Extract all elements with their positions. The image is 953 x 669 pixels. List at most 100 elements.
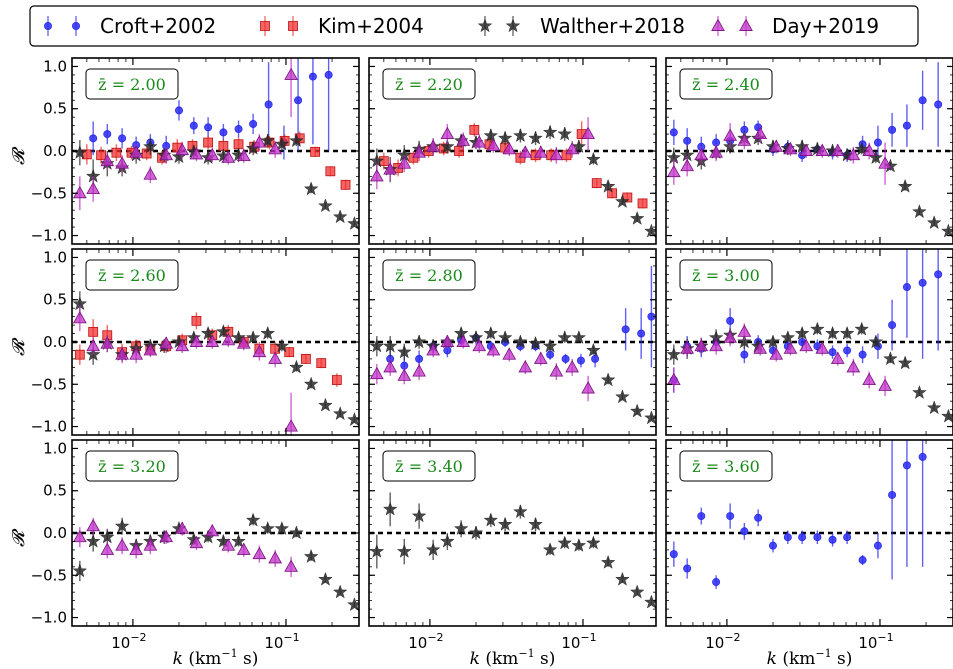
day-point [783, 341, 798, 354]
day-point [72, 529, 87, 543]
redshift-label: z̄ = 2.60 [98, 266, 166, 285]
redshift-box [382, 68, 476, 100]
x-tick-label: 10−2 [705, 631, 740, 652]
y-tick-label: 1.0 [43, 57, 67, 75]
croft-point [637, 329, 646, 338]
day-point [440, 334, 455, 347]
legend-entry-kim: Kim+2004 [260, 14, 424, 38]
y-tick-label: −0.5 [31, 566, 67, 584]
walther-point [542, 124, 558, 139]
panel-z-3.20: 1.0 0.5 0.0 −0.5 −1.0 10−2 10−1 z̄ = 3.20 [31, 439, 360, 652]
day-point [799, 143, 814, 156]
day-point [100, 336, 115, 349]
kim-point [408, 152, 419, 163]
walther-point [629, 584, 645, 599]
day-point [72, 185, 87, 199]
day-point [426, 343, 441, 356]
day-point [565, 360, 580, 373]
day-point [397, 156, 412, 169]
data-layer [369, 117, 656, 238]
walther-point [85, 533, 101, 548]
day-point [175, 521, 190, 534]
day-point [694, 338, 709, 352]
legend-entry-day: Day+2019 [711, 14, 879, 38]
walther-point [586, 342, 601, 357]
walther-point [425, 542, 441, 557]
walther-point [260, 133, 276, 148]
legend-marker-kim [260, 21, 270, 31]
day-point [236, 336, 251, 349]
legend-entry-croft: Croft+2002 [44, 14, 216, 38]
day-point [549, 147, 564, 161]
walther-point [600, 178, 616, 193]
day-point [86, 338, 101, 352]
day-point [115, 347, 129, 360]
legend-marker-day [711, 18, 725, 31]
legend-label-day: Day+2019 [772, 14, 879, 38]
walther-point [615, 571, 630, 586]
kim-point [607, 188, 618, 199]
croft-point [918, 452, 927, 461]
walther-point [483, 325, 499, 340]
y-axis-label: 𝓡 [9, 337, 29, 356]
y-tick-label: 0.0 [43, 524, 67, 542]
day-point [383, 162, 398, 175]
day-point [799, 338, 814, 352]
walther-point [245, 330, 261, 345]
day-point [221, 332, 236, 346]
walther-point [912, 384, 927, 400]
walther-point [512, 334, 528, 349]
croft-point [918, 278, 927, 287]
croft-point [902, 461, 911, 470]
walther-point [274, 521, 290, 536]
day-point [533, 351, 548, 364]
day-point [723, 330, 738, 343]
day-point [129, 542, 144, 555]
croft-point [902, 283, 911, 292]
legend-frame [29, 5, 919, 47]
data-layer [369, 265, 656, 425]
croft-point [294, 96, 303, 105]
walther-point [615, 389, 630, 404]
redshift-label: z̄ = 3.20 [98, 457, 166, 476]
walther-point [369, 338, 385, 353]
day-point [666, 164, 681, 178]
day-point [143, 538, 158, 551]
croft-point [888, 125, 897, 134]
kim-point [637, 198, 648, 209]
day-point [383, 360, 398, 373]
croft-point [324, 70, 333, 79]
day-point [549, 364, 564, 377]
day-point [284, 67, 298, 80]
y-tick-label: −1.0 [31, 609, 67, 627]
croft-point [415, 354, 424, 363]
day-point [723, 128, 738, 141]
y-tick-label: −1.0 [31, 227, 67, 245]
kim-point [591, 178, 602, 189]
legend: Croft+2002 Kim+2004 Walther+2018 Day+2019 [29, 5, 919, 47]
legend-marker-walther [477, 18, 493, 33]
walther-point [303, 181, 319, 196]
x-tick-label: 10−1 [561, 631, 596, 652]
legend-marker-walther [505, 18, 521, 33]
day-point [205, 147, 220, 161]
day-point [284, 419, 298, 432]
croft-point [873, 541, 882, 550]
walther-point [528, 335, 543, 350]
walther-point [72, 563, 88, 578]
day-point [709, 338, 723, 352]
y-tick-label: 0.5 [43, 100, 67, 118]
day-point [189, 334, 204, 347]
panel-z-3.00: z̄ = 3.00 [665, 248, 953, 436]
redshift-box [679, 259, 773, 291]
day-point [159, 336, 174, 349]
croft-point [561, 354, 570, 363]
walther-point [586, 151, 601, 166]
croft-point [740, 527, 749, 536]
day-point [502, 141, 517, 155]
x-tick-label: 10−1 [264, 631, 299, 652]
day-point [486, 343, 501, 356]
walther-point [497, 130, 513, 145]
walther-point [512, 128, 528, 143]
day-point [369, 169, 384, 182]
